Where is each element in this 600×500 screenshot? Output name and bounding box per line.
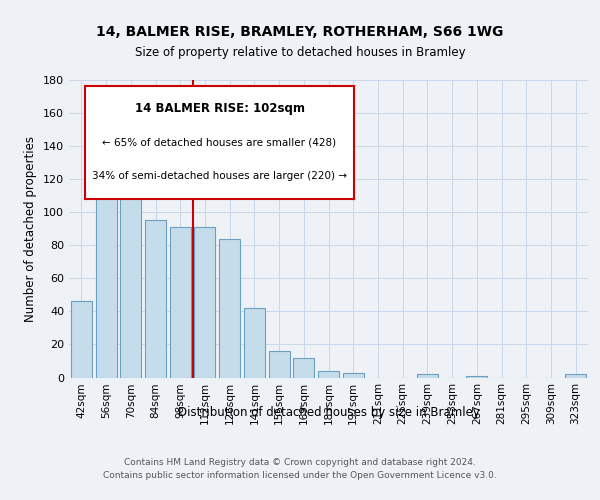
Bar	[145, 220, 166, 378]
Text: Size of property relative to detached houses in Bramley: Size of property relative to detached ho…	[134, 46, 466, 59]
Bar	[71, 302, 92, 378]
Text: Distribution of detached houses by size in Bramley: Distribution of detached houses by size …	[178, 406, 480, 419]
Y-axis label: Number of detached properties: Number of detached properties	[25, 136, 37, 322]
Bar	[194, 227, 215, 378]
Bar	[318, 371, 339, 378]
Bar	[120, 178, 141, 378]
Bar	[565, 374, 586, 378]
Bar	[269, 351, 290, 378]
Bar	[417, 374, 438, 378]
Bar	[466, 376, 487, 378]
Text: Contains HM Land Registry data © Crown copyright and database right 2024.: Contains HM Land Registry data © Crown c…	[124, 458, 476, 467]
Bar	[219, 238, 240, 378]
Bar	[244, 308, 265, 378]
Bar	[293, 358, 314, 378]
Bar	[343, 372, 364, 378]
Text: 14, BALMER RISE, BRAMLEY, ROTHERHAM, S66 1WG: 14, BALMER RISE, BRAMLEY, ROTHERHAM, S66…	[97, 26, 503, 40]
Bar	[95, 138, 116, 378]
Bar	[170, 227, 191, 378]
Text: Contains public sector information licensed under the Open Government Licence v3: Contains public sector information licen…	[103, 472, 497, 480]
